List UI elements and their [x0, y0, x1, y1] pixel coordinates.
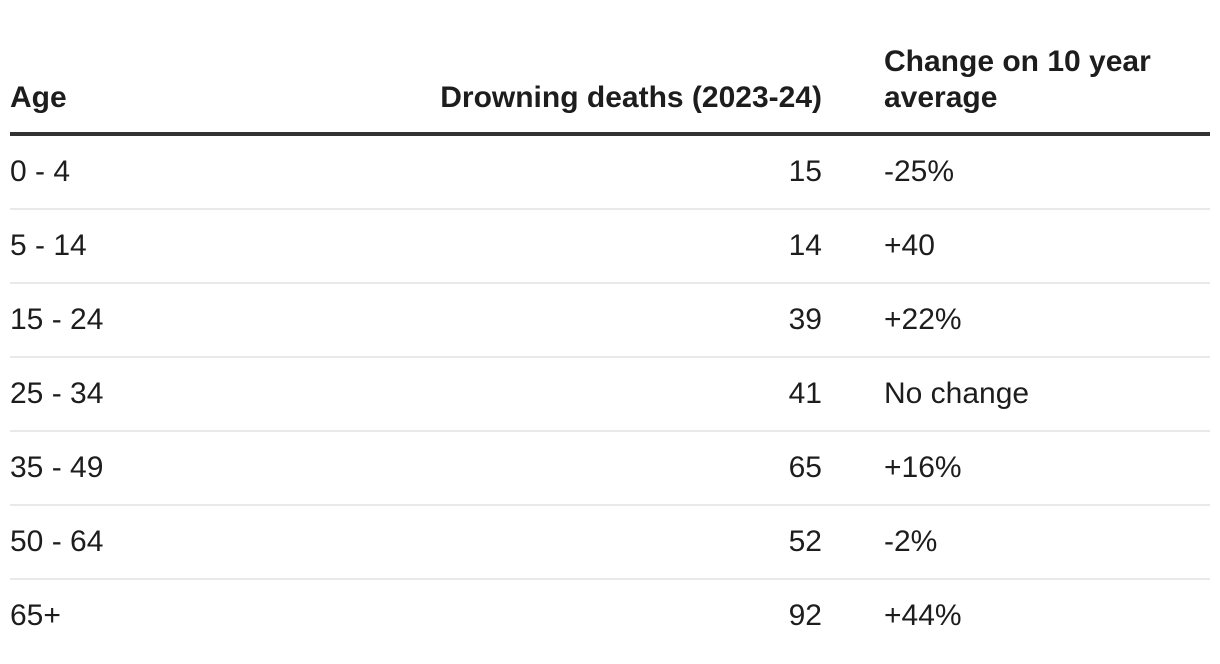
change-cell: +22% — [822, 283, 1210, 358]
table-row: 50 - 64 52 -2% — [10, 505, 1210, 580]
table-row: 15 - 24 39 +22% — [10, 283, 1210, 358]
deaths-cell: 14 — [169, 209, 822, 284]
table-row: 25 - 34 41 No change — [10, 357, 1210, 432]
change-cell: +44% — [884, 599, 962, 632]
table-row: 35 - 49 65 +16% — [10, 431, 1210, 506]
age-cell: 25 - 34 — [10, 357, 170, 432]
table-body: 0 - 4 15 -25% 5 - 14 14 +40 15 - 24 39 +… — [10, 134, 1210, 652]
age-cell: 65+ — [10, 599, 61, 632]
table-row: 65+ 92 +44% — [10, 579, 1210, 652]
age-cell: 0 - 4 — [10, 134, 170, 210]
table-row: 5 - 14 14 +40 — [10, 209, 1210, 284]
column-header-drowning-deaths: Drowning deaths (2023-24) — [169, 0, 822, 136]
column-header-change-on-10-year-average: Change on 10 year average — [822, 0, 1210, 136]
deaths-cell: 41 — [169, 357, 822, 432]
deaths-cell: 52 — [169, 505, 822, 580]
change-cell: +16% — [822, 431, 1210, 506]
age-cell: 35 - 49 — [10, 431, 170, 506]
table-header-row: Age Drowning deaths (2023-24) Change on … — [10, 0, 1210, 136]
deaths-cell: 15 — [169, 134, 822, 210]
age-cell: 50 - 64 — [10, 505, 170, 580]
table-row: 0 - 4 15 -25% — [10, 134, 1210, 210]
column-header-age: Age — [10, 0, 170, 136]
change-cell: +40 — [822, 209, 1210, 284]
change-cell: -2% — [822, 505, 1210, 580]
age-cell: 5 - 14 — [10, 209, 170, 284]
deaths-cell: 92 — [788, 599, 822, 632]
deaths-cell: 39 — [169, 283, 822, 358]
deaths-cell: 65 — [169, 431, 822, 506]
drowning-deaths-by-age-table: Age Drowning deaths (2023-24) Change on … — [10, 0, 1210, 652]
age-cell: 15 - 24 — [10, 283, 170, 358]
change-cell: No change — [822, 357, 1210, 432]
change-cell: -25% — [822, 134, 1210, 210]
